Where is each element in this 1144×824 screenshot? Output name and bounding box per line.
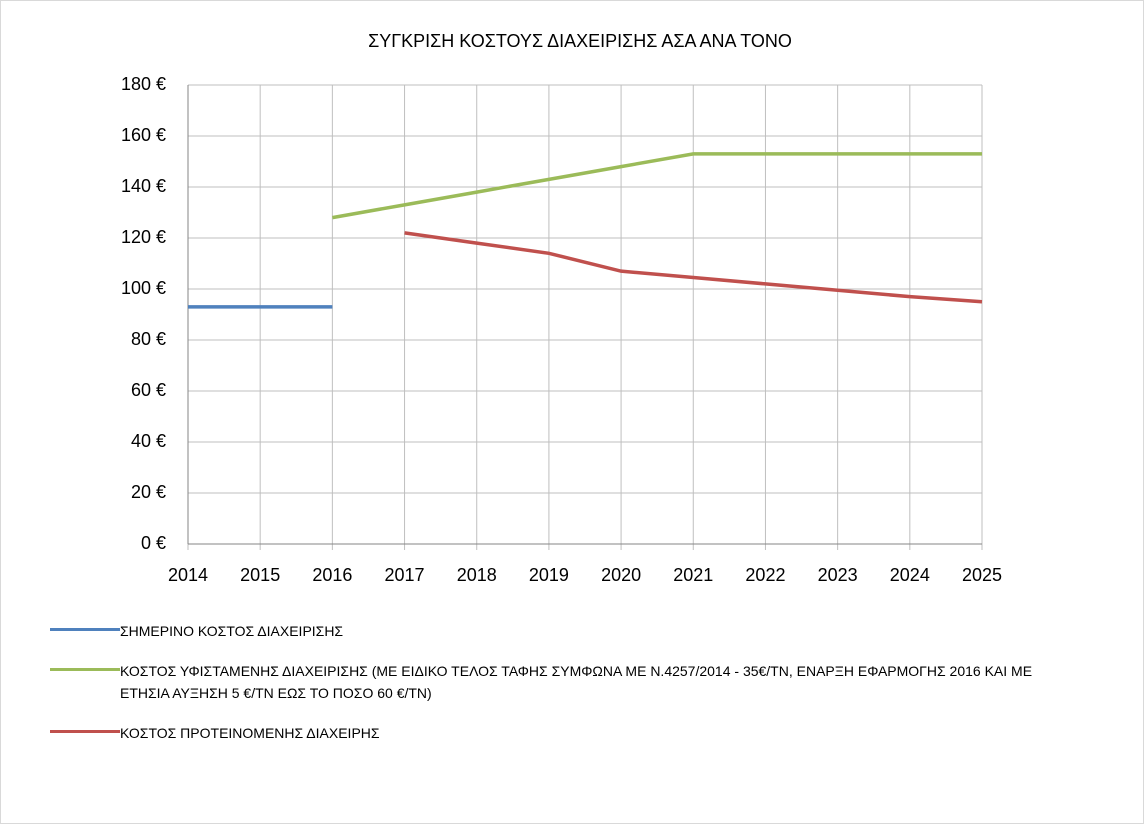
x-tick-label: 2018 [457, 565, 497, 585]
legend-item: ΣΗΜΕΡΙΝΟ ΚΟΣΤΟΣ ΔΙΑΧΕΙΡΙΣΗΣ [50, 620, 1070, 642]
x-tick-label: 2020 [601, 565, 641, 585]
y-tick-label: 100 € [121, 278, 166, 298]
y-tick-label: 120 € [121, 227, 166, 247]
x-tick-label: 2022 [745, 565, 785, 585]
y-tick-label: 20 € [131, 482, 166, 502]
y-tick-label: 40 € [131, 431, 166, 451]
legend-swatch [50, 730, 120, 733]
x-tick-label: 2015 [240, 565, 280, 585]
x-tick-label: 2024 [890, 565, 930, 585]
legend-item: ΚΟΣΤΟΣ ΠΡΟΤΕΙΝΟΜΕΝΗΣ ΔΙΑΧΕΙΡΗΣ [50, 722, 1070, 744]
x-tick-label: 2014 [168, 565, 208, 585]
legend: ΣΗΜΕΡΙΝΟ ΚΟΣΤΟΣ ΔΙΑΧΕΙΡΙΣΗΣ ΚΟΣΤΟΣ ΥΦΙΣΤΑ… [50, 620, 1070, 762]
y-tick-label: 80 € [131, 329, 166, 349]
y-tick-label: 160 € [121, 125, 166, 145]
x-tick-label: 2016 [312, 565, 352, 585]
series-line [332, 152, 982, 220]
legend-label: ΚΟΣΤΟΣ ΠΡΟΤΕΙΝΟΜΕΝΗΣ ΔΙΑΧΕΙΡΗΣ [120, 725, 380, 741]
x-tick-label: 2025 [962, 565, 1002, 585]
legend-label: ΣΗΜΕΡΙΝΟ ΚΟΣΤΟΣ ΔΙΑΧΕΙΡΙΣΗΣ [120, 623, 344, 639]
legend-swatch [50, 668, 120, 671]
x-tick-label: 2017 [385, 565, 425, 585]
x-tick-label: 2019 [529, 565, 569, 585]
chart-title: ΣΥΓΚΡΙΣΗ ΚΟΣΤΟΥΣ ΔΙΑΧΕΙΡΙΣΗΣ ΑΣΑ ΑΝΑ ΤΟΝ… [368, 31, 792, 51]
legend-swatch [50, 628, 120, 631]
series-line [404, 231, 983, 304]
y-tick-label: 140 € [121, 176, 166, 196]
legend-label: ΚΟΣΤΟΣ ΥΦΙΣΤΑΜΕΝΗΣ ΔΙΑΧΕΙΡΙΣΗΣ (ΜΕ ΕΙΔΙΚ… [120, 663, 1033, 701]
legend-item: ΚΟΣΤΟΣ ΥΦΙΣΤΑΜΕΝΗΣ ΔΙΑΧΕΙΡΙΣΗΣ (ΜΕ ΕΙΔΙΚ… [50, 660, 1070, 704]
x-tick-label: 2021 [673, 565, 713, 585]
y-tick-label: 60 € [131, 380, 166, 400]
x-tick-label: 2023 [818, 565, 858, 585]
y-tick-label: 180 € [121, 74, 166, 94]
y-tick-label: 0 € [141, 533, 166, 553]
